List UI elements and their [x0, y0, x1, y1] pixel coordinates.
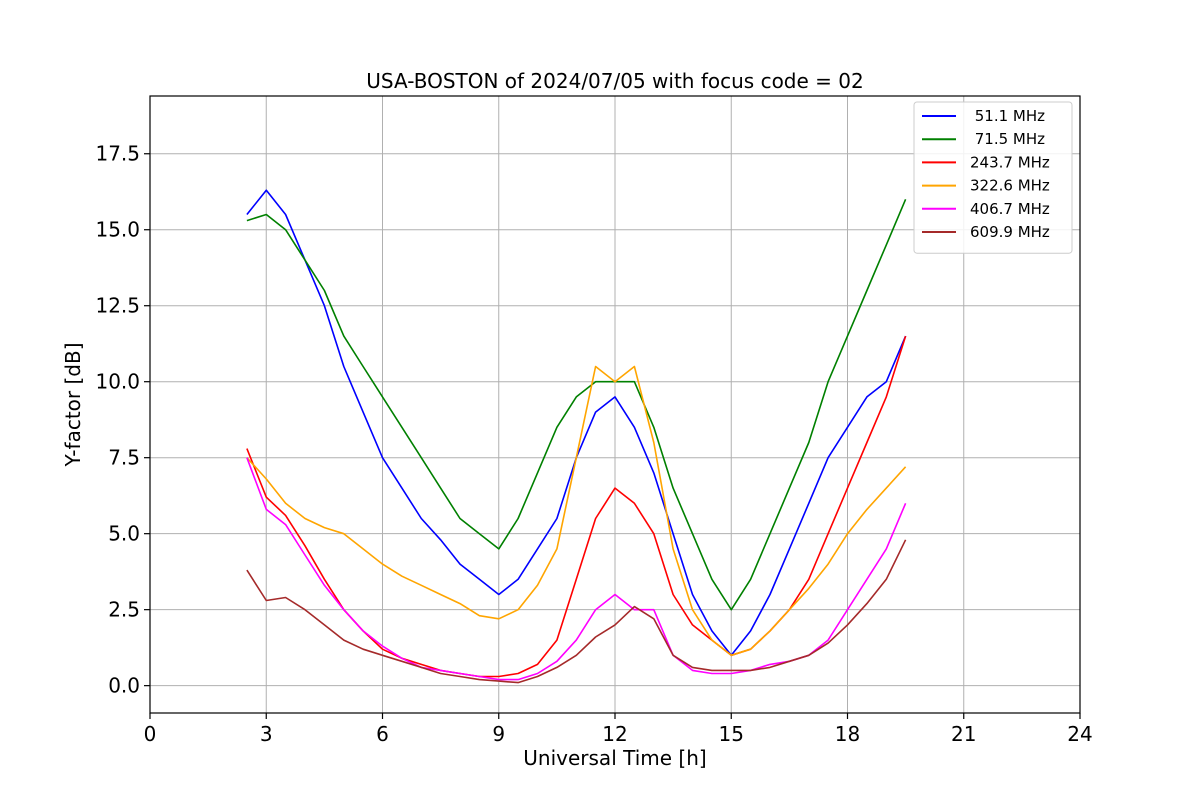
y-tick-label: 5.0 [108, 522, 140, 546]
legend-label: 322.6 MHz [970, 177, 1050, 195]
legend-label: 51.1 MHz [970, 107, 1045, 125]
axis-ticks: 0 3 6 9 12 15 18 21 24 0.0 2.5 5.0 7.5 10.0 12.5 15.0 17… [95, 142, 1092, 746]
x-axis-title: Universal Time [h] [523, 746, 706, 770]
x-tick-label: 21 [951, 722, 976, 746]
x-tick-label: 12 [602, 722, 627, 746]
y-tick-label: 7.5 [108, 446, 140, 470]
legend: 51.1 MHz 71.5 MHz 243.7 MHz 322.6 MHz 406.7… [913, 101, 1073, 254]
series-lines [246, 189, 907, 684]
series-line-6 [246, 539, 907, 684]
x-tick-label: 15 [719, 722, 744, 746]
series-line-5 [246, 457, 907, 681]
legend-label: 609.9 MHz [970, 223, 1050, 241]
x-tick-label: 0 [144, 722, 157, 746]
x-tick-label: 3 [260, 722, 273, 746]
x-tick-label: 9 [492, 722, 505, 746]
legend-label: 243.7 MHz [970, 153, 1050, 171]
y-tick-label: 17.5 [95, 142, 140, 166]
y-tick-label: 12.5 [95, 294, 140, 318]
chart-title: USA-BOSTON of 2024/07/05 with focus code… [366, 69, 863, 93]
y-tick-label: 0.0 [108, 674, 140, 698]
y-axis-title: Y-factor [dB] [61, 342, 85, 467]
x-tick-label: 6 [376, 722, 389, 746]
legend-label: 71.5 MHz [970, 130, 1045, 148]
series-line-4 [246, 365, 907, 657]
y-tick-label: 2.5 [108, 598, 140, 622]
x-tick-label: 24 [1067, 722, 1092, 746]
legend-label: 406.7 MHz [970, 200, 1050, 218]
y-tick-label: 10.0 [95, 370, 140, 394]
x-tick-label: 18 [835, 722, 860, 746]
series-line-2 [246, 198, 907, 611]
y-tick-label: 15.0 [95, 218, 140, 242]
series-line-1 [246, 189, 907, 657]
